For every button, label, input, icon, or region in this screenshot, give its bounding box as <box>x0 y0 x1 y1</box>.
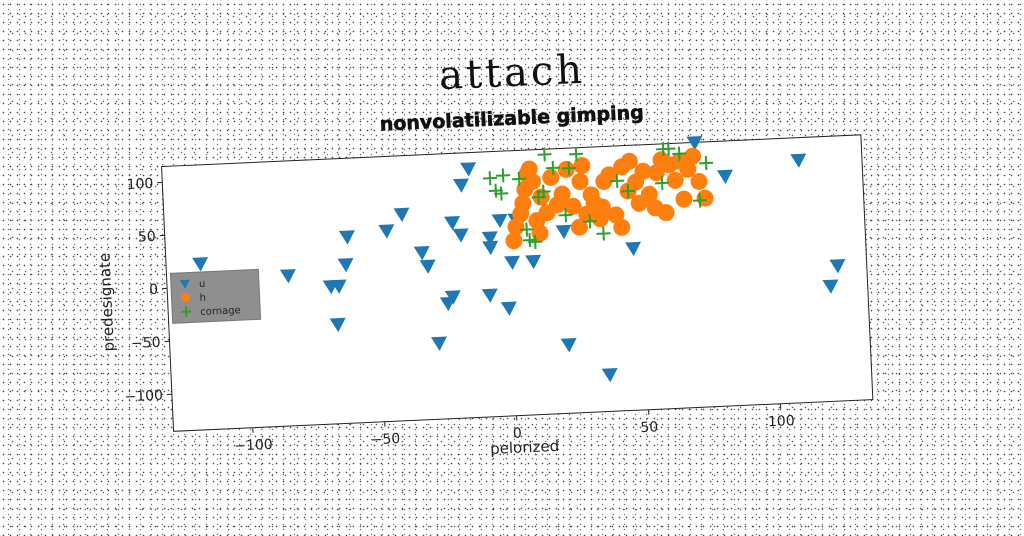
legend-label: cornage <box>200 305 241 318</box>
x-tick-label: 100 <box>768 413 795 430</box>
x-tick-label: −100 <box>234 437 273 455</box>
legend-label: h <box>199 293 206 304</box>
y-tick-label: −50 <box>131 335 161 352</box>
chart-title: nonvolatilizable gimping <box>379 102 644 136</box>
x-tick-label: 50 <box>640 419 659 436</box>
y-tick-label: 0 <box>149 282 159 298</box>
x-axis-label: pelorized <box>490 437 560 458</box>
y-tick-label: 50 <box>138 229 157 246</box>
y-tick-label: −100 <box>124 388 163 406</box>
y-tick-label: 100 <box>126 176 153 193</box>
x-tick-label: −50 <box>370 431 400 448</box>
legend-label: u <box>199 279 206 290</box>
y-axis-label: predesignate <box>95 253 117 352</box>
